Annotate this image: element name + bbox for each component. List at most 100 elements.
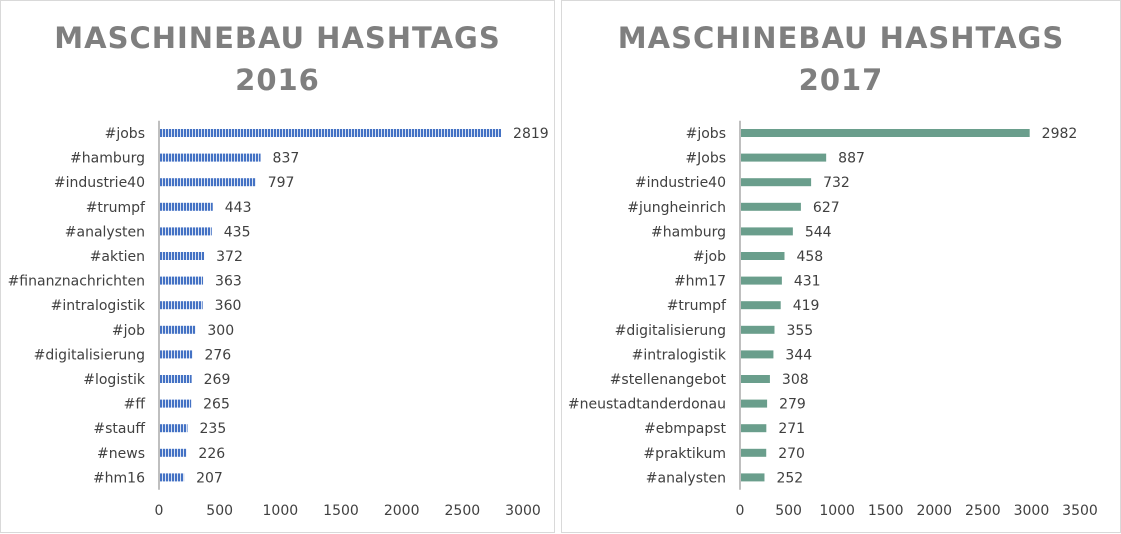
bar bbox=[740, 129, 1030, 137]
category-label: #trumpf bbox=[667, 298, 727, 314]
bar-chart-2016: #jobs 2819 #hamburg 837 #industrie40 797 #trum… bbox=[8, 120, 549, 519]
x-tick-label: 1500 bbox=[868, 503, 904, 519]
data-label: 419 bbox=[793, 298, 820, 314]
data-label: 279 bbox=[779, 397, 806, 413]
bar bbox=[740, 350, 774, 359]
category-label: #hm17 bbox=[674, 274, 726, 290]
bar bbox=[740, 375, 770, 383]
category-label: #job bbox=[693, 249, 726, 265]
x-tick-label: 3000 bbox=[1014, 503, 1050, 519]
data-label: 372 bbox=[216, 249, 243, 265]
data-label: 300 bbox=[207, 323, 234, 339]
data-label: 270 bbox=[778, 446, 805, 462]
data-label: 360 bbox=[215, 298, 242, 314]
data-label: 269 bbox=[204, 372, 231, 388]
bar bbox=[740, 153, 827, 162]
x-tick-label: 0 bbox=[736, 503, 745, 519]
x-tick-label: 3000 bbox=[505, 503, 541, 519]
x-tick-label: 1000 bbox=[263, 503, 299, 519]
bar bbox=[740, 202, 801, 211]
bar bbox=[740, 473, 765, 482]
category-label: #ebmpapst bbox=[644, 421, 727, 437]
category-label: #jobs bbox=[105, 126, 145, 142]
bar-chart-2017: #jobs 2982 #Jobs 887 #industrie40 732 #junghei… bbox=[568, 120, 1098, 519]
data-label: 435 bbox=[224, 224, 251, 240]
category-label: #stauff bbox=[93, 421, 145, 437]
x-tick-label: 500 bbox=[206, 503, 233, 519]
bar bbox=[159, 276, 204, 285]
category-label: #finanznachrichten bbox=[8, 274, 145, 290]
bar bbox=[740, 227, 793, 236]
category-label: #praktikum bbox=[643, 446, 726, 462]
data-label: 2982 bbox=[1042, 126, 1078, 142]
data-label: 2819 bbox=[513, 126, 549, 142]
category-label: #industrie40 bbox=[54, 175, 145, 191]
category-label: #digitalisierung bbox=[615, 323, 726, 339]
data-label: 544 bbox=[805, 224, 832, 240]
bar bbox=[740, 424, 767, 433]
category-label: #news bbox=[97, 446, 145, 462]
bar bbox=[159, 153, 261, 162]
chart-title-line1: MASCHINEBAU HASHTAGS bbox=[54, 21, 501, 55]
chart-title-2017: MASCHINEBAU HASHTAGS 2017 bbox=[562, 17, 1120, 101]
bar bbox=[159, 375, 192, 383]
data-label: 207 bbox=[196, 470, 223, 486]
category-label: #analysten bbox=[646, 470, 726, 486]
bar bbox=[740, 276, 782, 285]
bar bbox=[159, 424, 188, 433]
x-tick-label: 2500 bbox=[965, 503, 1001, 519]
chart-title-line2: 2017 bbox=[798, 63, 884, 97]
category-label: #industrie40 bbox=[635, 175, 726, 191]
chart-title-line2: 2016 bbox=[235, 63, 320, 97]
data-label: 344 bbox=[785, 347, 812, 363]
bar bbox=[159, 448, 187, 457]
x-tick-label: 1500 bbox=[323, 503, 359, 519]
data-label: 732 bbox=[823, 175, 850, 191]
category-label: #hamburg bbox=[70, 151, 145, 167]
data-label: 308 bbox=[782, 372, 809, 388]
category-label: #hamburg bbox=[651, 224, 726, 240]
category-label: #ff bbox=[124, 397, 146, 413]
x-tick-label: 2000 bbox=[916, 503, 952, 519]
bar bbox=[740, 178, 812, 187]
bar bbox=[159, 350, 193, 359]
data-label: 797 bbox=[268, 175, 295, 191]
data-label: 235 bbox=[200, 421, 227, 437]
category-label: #jobs bbox=[686, 126, 726, 142]
bar bbox=[159, 202, 213, 211]
x-tick-label: 3500 bbox=[1062, 503, 1098, 519]
bar bbox=[159, 178, 256, 187]
category-label: #job bbox=[112, 323, 145, 339]
category-label: #digitalisierung bbox=[34, 347, 145, 363]
category-label: #jungheinrich bbox=[627, 200, 726, 216]
data-label: 627 bbox=[813, 200, 840, 216]
data-label: 458 bbox=[796, 249, 823, 265]
category-label: #logistik bbox=[83, 372, 146, 388]
category-label: #stellenangebot bbox=[610, 372, 727, 388]
bar bbox=[159, 399, 192, 408]
data-label: 226 bbox=[198, 446, 225, 462]
x-tick-label: 0 bbox=[155, 503, 164, 519]
chart-panel-2016: MASCHINEBAU HASHTAGS 2016 #jobs 2819 #hamb… bbox=[0, 0, 555, 533]
category-label: #analysten bbox=[65, 224, 145, 240]
chart-title-2016: MASCHINEBAU HASHTAGS 2016 bbox=[1, 17, 554, 101]
chart-title-line1: MASCHINEBAU HASHTAGS bbox=[617, 21, 1065, 55]
x-tick-label: 500 bbox=[775, 503, 802, 519]
data-label: 271 bbox=[778, 421, 805, 437]
bar bbox=[740, 252, 785, 260]
category-label: #hm16 bbox=[93, 470, 145, 486]
bar bbox=[159, 325, 196, 334]
x-tick-label: 1000 bbox=[819, 503, 855, 519]
category-label: #intralogistik bbox=[51, 298, 146, 314]
data-label: 887 bbox=[838, 151, 865, 167]
bar bbox=[740, 448, 767, 457]
bar bbox=[159, 227, 212, 236]
data-label: 837 bbox=[273, 151, 300, 167]
category-label: #intralogistik bbox=[632, 347, 727, 363]
x-tick-label: 2000 bbox=[384, 503, 420, 519]
data-label: 431 bbox=[794, 274, 821, 290]
bar bbox=[159, 129, 502, 137]
data-label: 363 bbox=[215, 274, 242, 290]
category-label: #aktien bbox=[90, 249, 145, 265]
bar bbox=[740, 301, 781, 310]
